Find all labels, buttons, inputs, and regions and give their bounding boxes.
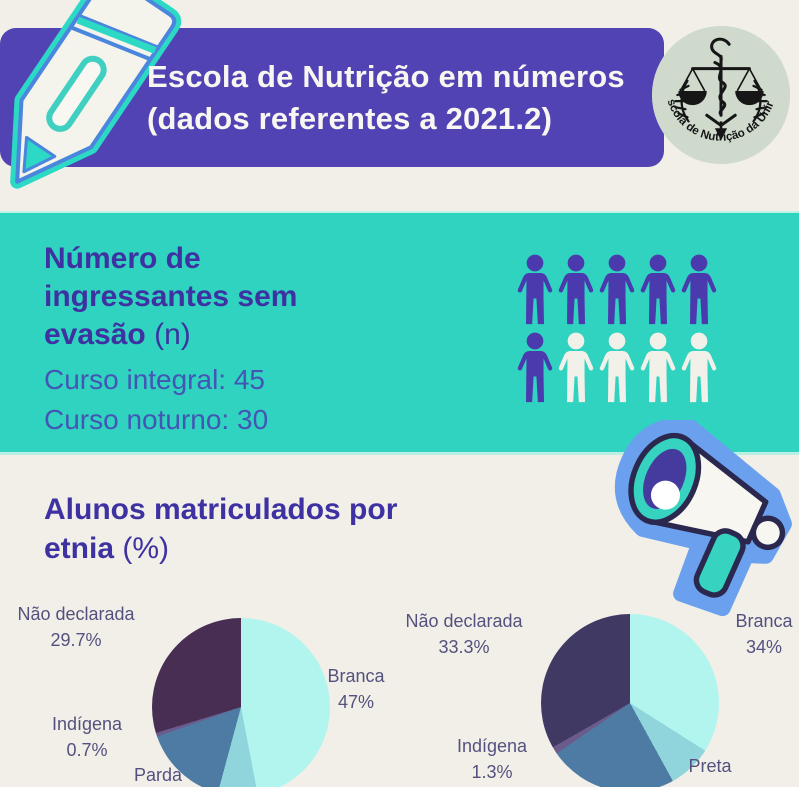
pie-right-label-preta: Preta (660, 753, 760, 779)
pencil-icon (10, 0, 182, 189)
label-name: Indígena (51, 714, 123, 734)
ingress-heading: Número de ingressantes sem evasão (n) (44, 240, 356, 354)
people-pictogram (516, 254, 718, 404)
person-icon (558, 332, 594, 403)
label-pct: 29.7% (50, 630, 102, 650)
label-name: Preta (688, 756, 732, 776)
pie-right-label-nao-declarada: Não declarada 33.3% (383, 608, 545, 660)
pie-left-label-parda: Parda (108, 762, 208, 787)
label-pct: 1.3% (471, 762, 513, 782)
person-icon (599, 254, 635, 325)
person-icon (558, 254, 594, 325)
label-pct: 33.3% (438, 637, 490, 657)
person-icon (640, 332, 676, 403)
page-title-line2: (dados referentes a 2021.2) (147, 101, 553, 136)
ingress-band (0, 211, 799, 455)
person-icon (517, 254, 553, 325)
label-name: Branca (327, 666, 385, 686)
pie-chart-left (152, 618, 330, 787)
school-seal-emblem: Escola de Nutrição da Unirio (652, 26, 790, 164)
page-title-line1: Escola de Nutrição em números (147, 59, 625, 94)
label-name: Não declarada (17, 604, 135, 624)
stat-curso-noturno: Curso noturno: 30 (44, 404, 269, 435)
person-icon (640, 254, 676, 325)
school-seal: Escola de Nutrição da Unirio (652, 26, 790, 164)
label-name: Não declarada (405, 611, 523, 631)
person-icon (681, 332, 717, 403)
pie-left-label-nao-declarada: Não declarada 29.7% (0, 601, 152, 653)
pie-left-label-indigena: Indígena 0.7% (12, 711, 162, 763)
label-pct: 0.7% (66, 740, 108, 760)
pie-right-label-indigena: Indígena 1.3% (412, 733, 572, 785)
etnia-heading-suffix: (%) (122, 532, 170, 565)
person-icon (517, 332, 553, 403)
label-pct: 47% (337, 692, 375, 712)
pie-right-label-branca: Branca 34% (712, 608, 799, 660)
etnia-heading: Alunos matriculados por etnia (%) (44, 490, 474, 568)
label-name: Indígena (456, 736, 528, 756)
label-name: Branca (735, 611, 793, 631)
etnia-heading-text: Alunos matriculados por etnia (44, 493, 398, 565)
page-title: Escola de Nutrição em números (dados ref… (147, 56, 652, 140)
person-icon (599, 332, 635, 403)
person-icon (681, 254, 717, 325)
pie-chart-right (541, 614, 719, 787)
label-name: Parda (133, 765, 183, 785)
ingress-stats: Curso integral: 45 Curso noturno: 30 (44, 360, 268, 440)
ingress-heading-text: Número de ingressantes sem evasão (44, 242, 298, 351)
stat-curso-integral: Curso integral: 45 (44, 364, 266, 395)
label-pct: 34% (745, 637, 783, 657)
pie-left-label-branca: Branca 47% (297, 663, 415, 715)
ingress-heading-suffix: (n) (154, 318, 191, 351)
megaphone-icon (614, 420, 792, 616)
